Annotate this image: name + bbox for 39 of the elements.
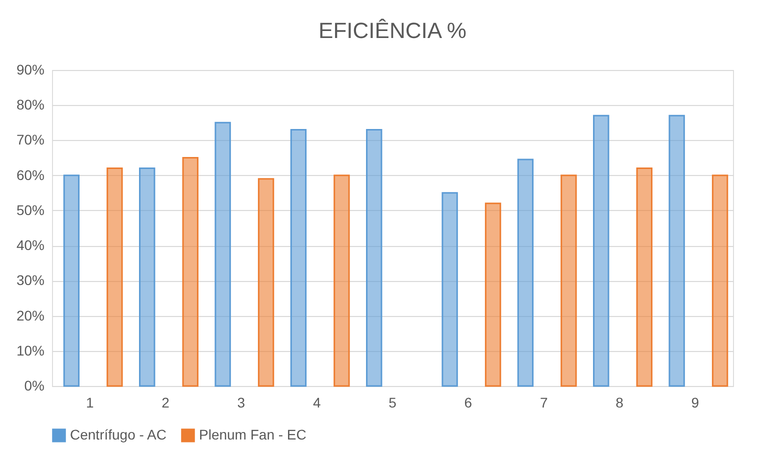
bar: [214, 122, 231, 387]
bar: [366, 128, 382, 387]
y-tick-label: 40%: [16, 237, 44, 254]
legend-label: Centrífugo - AC: [70, 426, 166, 442]
chart-title: EFICIÊNCIA %: [318, 18, 466, 43]
y-tick-label: 10%: [16, 342, 44, 358]
y-tick-label: 90%: [16, 62, 44, 78]
y-tick-label: 60%: [16, 166, 44, 183]
x-tick-label: 7: [540, 394, 548, 410]
bar: [442, 192, 458, 387]
bar: [636, 168, 652, 387]
bar: [484, 202, 502, 387]
x-tick-label: 4: [312, 394, 321, 410]
y-tick-label: 70%: [16, 132, 44, 148]
y-tick-label: 50%: [16, 202, 44, 218]
bar: [258, 178, 274, 387]
bar: [290, 128, 307, 387]
legend-label: Plenum Fan - EC: [199, 426, 306, 442]
bar: [560, 174, 577, 387]
bar: [139, 168, 156, 387]
bar: [63, 174, 80, 387]
x-tick-label: 3: [237, 394, 246, 410]
bar: [517, 158, 534, 387]
y-tick-label: 20%: [16, 307, 44, 324]
y-tick-label: 30%: [16, 272, 44, 288]
y-tick-label: 0%: [24, 378, 44, 394]
x-tick-label: 2: [162, 394, 170, 410]
bar: [334, 174, 350, 387]
x-tick-label: 5: [388, 394, 397, 410]
x-tick-label: 8: [616, 394, 624, 410]
x-tick-label: 9: [691, 394, 700, 410]
bar: [593, 114, 610, 387]
bar: [106, 168, 123, 387]
x-tick-label: 6: [464, 394, 472, 410]
bar: [712, 174, 728, 387]
y-tick-label: 80%: [16, 96, 44, 113]
bar: [668, 114, 685, 387]
x-tick-label: 1: [86, 394, 94, 410]
bar: [182, 157, 198, 387]
